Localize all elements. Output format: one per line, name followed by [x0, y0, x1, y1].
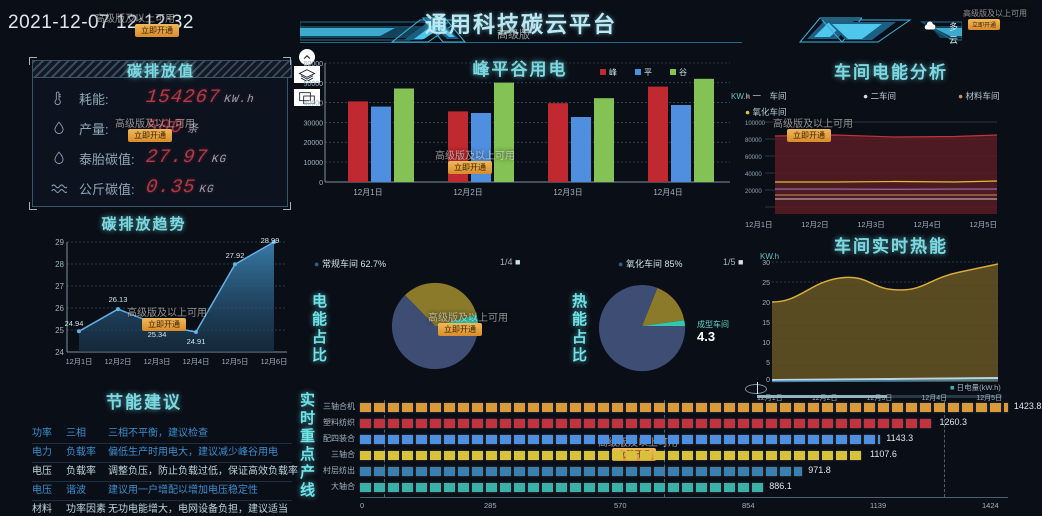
- svg-text:平: 平: [644, 68, 652, 77]
- svg-text:25: 25: [55, 326, 64, 335]
- svg-text:12月3日: 12月3日: [553, 188, 582, 197]
- svg-text:24.91: 24.91: [187, 337, 206, 346]
- svg-text:60000: 60000: [745, 155, 762, 161]
- svg-text:15: 15: [762, 320, 770, 327]
- svg-text:20000: 20000: [745, 189, 762, 195]
- svg-text:峰: 峰: [609, 67, 617, 77]
- svg-text:27.92: 27.92: [226, 251, 245, 260]
- svg-text:0: 0: [766, 377, 770, 384]
- svg-text:26: 26: [55, 304, 64, 313]
- svg-text:12月3日: 12月3日: [144, 357, 171, 366]
- svg-text:12月2日: 12月2日: [105, 357, 132, 366]
- svg-text:30: 30: [762, 260, 770, 267]
- svg-text:25.34: 25.34: [148, 330, 167, 339]
- svg-text:0: 0: [319, 180, 323, 187]
- svg-text:20000: 20000: [304, 140, 324, 147]
- svg-text:60000: 60000: [304, 61, 324, 68]
- svg-text:27: 27: [55, 282, 64, 291]
- svg-text:80000: 80000: [745, 138, 762, 144]
- svg-text:12月1日: 12月1日: [353, 188, 382, 197]
- svg-text:29: 29: [55, 238, 64, 247]
- svg-text:40000: 40000: [745, 172, 762, 178]
- svg-text:30000: 30000: [304, 120, 324, 127]
- svg-text:26.13: 26.13: [109, 295, 128, 304]
- svg-text:28: 28: [55, 260, 64, 269]
- svg-text:12月6日: 12月6日: [261, 357, 288, 366]
- svg-text:12月2日: 12月2日: [453, 188, 482, 197]
- svg-text:谷: 谷: [679, 68, 687, 77]
- svg-text:24: 24: [55, 348, 64, 357]
- svg-text:12月1日: 12月1日: [66, 357, 93, 366]
- svg-text:10000: 10000: [304, 160, 324, 167]
- svg-text:5: 5: [766, 360, 770, 367]
- svg-text:50000: 50000: [304, 81, 324, 88]
- svg-text:20: 20: [762, 300, 770, 307]
- svg-text:12月4日: 12月4日: [653, 188, 682, 197]
- svg-text:100000: 100000: [745, 121, 766, 127]
- svg-text:24.94: 24.94: [65, 319, 84, 328]
- svg-text:40000: 40000: [304, 101, 324, 108]
- svg-text:10: 10: [762, 340, 770, 347]
- svg-text:28.99: 28.99: [261, 236, 280, 245]
- svg-text:12月5日: 12月5日: [222, 357, 249, 366]
- svg-text:25: 25: [762, 280, 770, 287]
- svg-text:12月4日: 12月4日: [183, 357, 210, 366]
